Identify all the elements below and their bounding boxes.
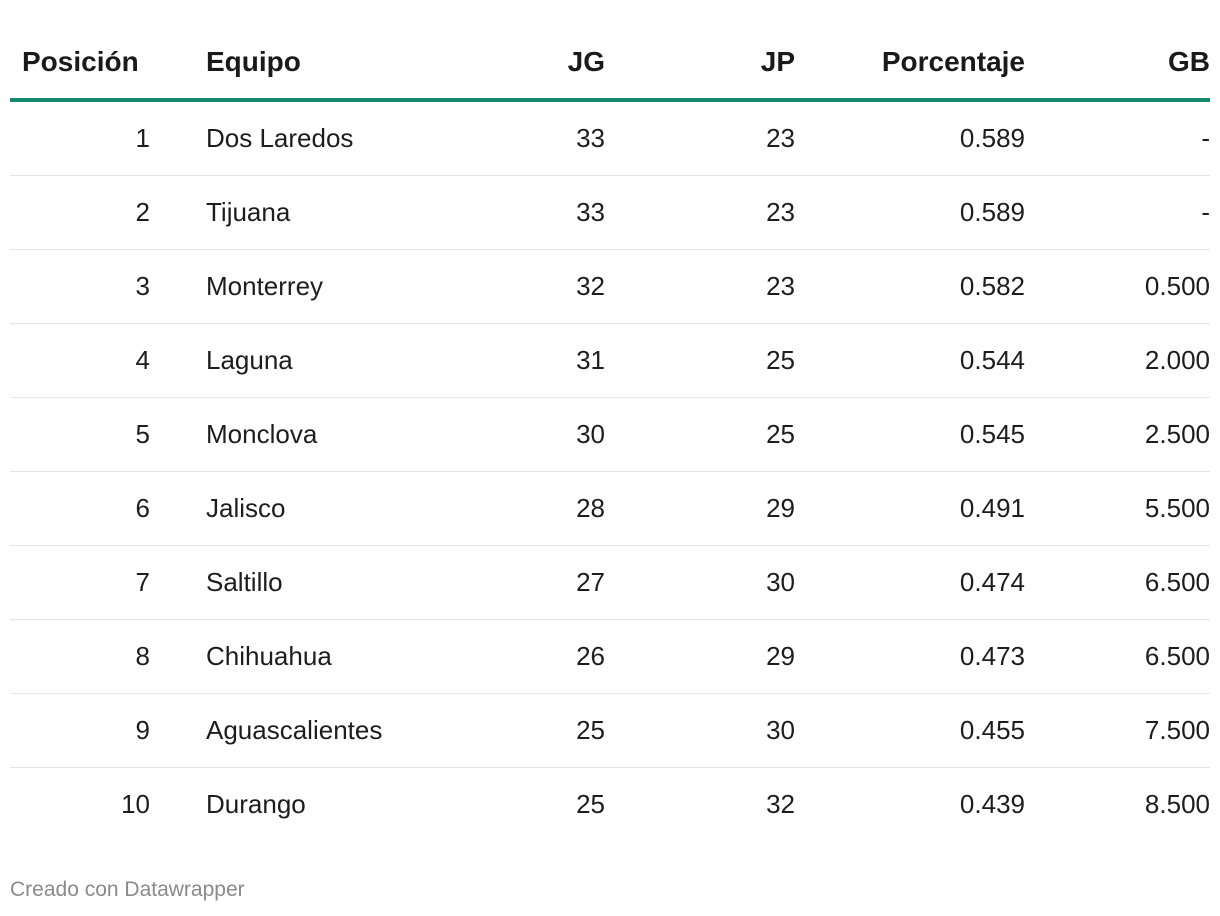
cell-jp: 23 <box>605 175 795 250</box>
table-row: 5 Monclova 30 25 0.545 2.500 <box>10 397 1210 472</box>
table-row: 8 Chihuahua 26 29 0.473 6.500 <box>10 619 1210 694</box>
cell-position: 7 <box>10 545 150 620</box>
cell-percentage: 0.589 <box>795 175 1025 250</box>
cell-percentage: 0.474 <box>795 545 1025 620</box>
cell-jp: 25 <box>605 323 795 398</box>
cell-position: 9 <box>10 693 150 768</box>
cell-team: Tijuana <box>150 175 390 250</box>
standings-table-container: Posición Equipo JG JP Porcentaje GB 1 Do… <box>10 26 1210 841</box>
table-row: 4 Laguna 31 25 0.544 2.000 <box>10 323 1210 398</box>
cell-position: 1 <box>10 100 150 176</box>
footer-credit: Creado con Datawrapper <box>10 878 245 901</box>
cell-jg: 26 <box>390 619 605 694</box>
cell-gb: 6.500 <box>1025 545 1210 620</box>
cell-gb: 5.500 <box>1025 471 1210 546</box>
cell-position: 6 <box>10 471 150 546</box>
cell-percentage: 0.439 <box>959 789 1025 819</box>
column-header-position[interactable]: Posición <box>10 26 150 102</box>
cell-jp: 30 <box>605 693 795 768</box>
cell-jg: 31 <box>390 323 605 398</box>
cell-jg: 30 <box>390 397 605 472</box>
cell-percentage: 0.589 <box>795 100 1025 176</box>
table-header: Posición Equipo JG JP Porcentaje GB <box>10 26 1210 102</box>
table-row: 2 Tijuana 33 23 0.589 - <box>10 175 1210 250</box>
cell-gb: 8.500 <box>1144 789 1210 819</box>
cell-team: Jalisco <box>150 471 390 546</box>
cell-position: 3 <box>10 249 150 324</box>
cell-jg: 27 <box>390 545 605 620</box>
cell-jp: 29 <box>605 471 795 546</box>
cell-gb: - <box>1025 175 1210 250</box>
cell-jp: 32 <box>766 789 795 819</box>
cell-position: 4 <box>10 323 150 398</box>
table-row: 6 Jalisco 28 29 0.491 5.500 <box>10 471 1210 546</box>
cell-gb: - <box>1025 100 1210 176</box>
cell-jp: 29 <box>605 619 795 694</box>
cell-position: 8 <box>10 619 150 694</box>
cell-gb: 0.500 <box>1025 249 1210 324</box>
cell-gb: 6.500 <box>1025 619 1210 694</box>
cell-jp: 25 <box>605 397 795 472</box>
cell-team: Monterrey <box>150 249 390 324</box>
table-row: 1 Dos Laredos 33 23 0.589 - <box>10 100 1210 176</box>
column-header-team[interactable]: Equipo <box>150 26 390 102</box>
cell-jg: 33 <box>390 100 605 176</box>
table-row: 9 Aguascalientes 25 30 0.455 7.500 <box>10 693 1210 768</box>
cell-gb: 2.500 <box>1025 397 1210 472</box>
cell-percentage: 0.544 <box>795 323 1025 398</box>
cell-percentage: 0.491 <box>795 471 1025 546</box>
cell-percentage: 0.545 <box>795 397 1025 472</box>
cell-team: Durango <box>206 789 306 819</box>
column-header-gb[interactable]: GB <box>1025 26 1210 102</box>
cell-jg: 32 <box>390 249 605 324</box>
cell-percentage: 0.455 <box>795 693 1025 768</box>
cell-gb: 7.500 <box>1025 693 1210 768</box>
cell-percentage: 0.582 <box>795 249 1025 324</box>
cell-team: Aguascalientes <box>150 693 390 768</box>
cell-position: 2 <box>10 175 150 250</box>
cell-team: Chihuahua <box>150 619 390 694</box>
column-header-jg[interactable]: JG <box>390 26 605 102</box>
cell-position: 10 <box>121 789 150 819</box>
cell-percentage: 0.473 <box>795 619 1025 694</box>
cell-jg: 25 <box>390 693 605 768</box>
table-row: 10 Durango 25 32 0.439 8.500 <box>10 768 1210 842</box>
table-row: 7 Saltillo 27 30 0.474 6.500 <box>10 545 1210 620</box>
cell-jp: 30 <box>605 545 795 620</box>
cell-team: Monclova <box>150 397 390 472</box>
cell-position: 5 <box>10 397 150 472</box>
table-row: 3 Monterrey 32 23 0.582 0.500 <box>10 249 1210 324</box>
cell-jg: 28 <box>390 471 605 546</box>
cell-team: Saltillo <box>150 545 390 620</box>
header-row: Posición Equipo JG JP Porcentaje GB <box>10 26 1210 102</box>
column-header-percentage[interactable]: Porcentaje <box>795 26 1025 102</box>
cell-team: Laguna <box>150 323 390 398</box>
standings-table: Posición Equipo JG JP Porcentaje GB 1 Do… <box>10 26 1210 841</box>
cell-jp: 23 <box>605 100 795 176</box>
column-header-jp[interactable]: JP <box>605 26 795 102</box>
cell-jp: 23 <box>605 249 795 324</box>
cell-jg: 25 <box>576 789 605 819</box>
cell-gb: 2.000 <box>1025 323 1210 398</box>
cell-team: Dos Laredos <box>150 100 390 176</box>
table-body: 1 Dos Laredos 33 23 0.589 - 2 Tijuana 33… <box>10 100 1210 841</box>
cell-jg: 33 <box>390 175 605 250</box>
